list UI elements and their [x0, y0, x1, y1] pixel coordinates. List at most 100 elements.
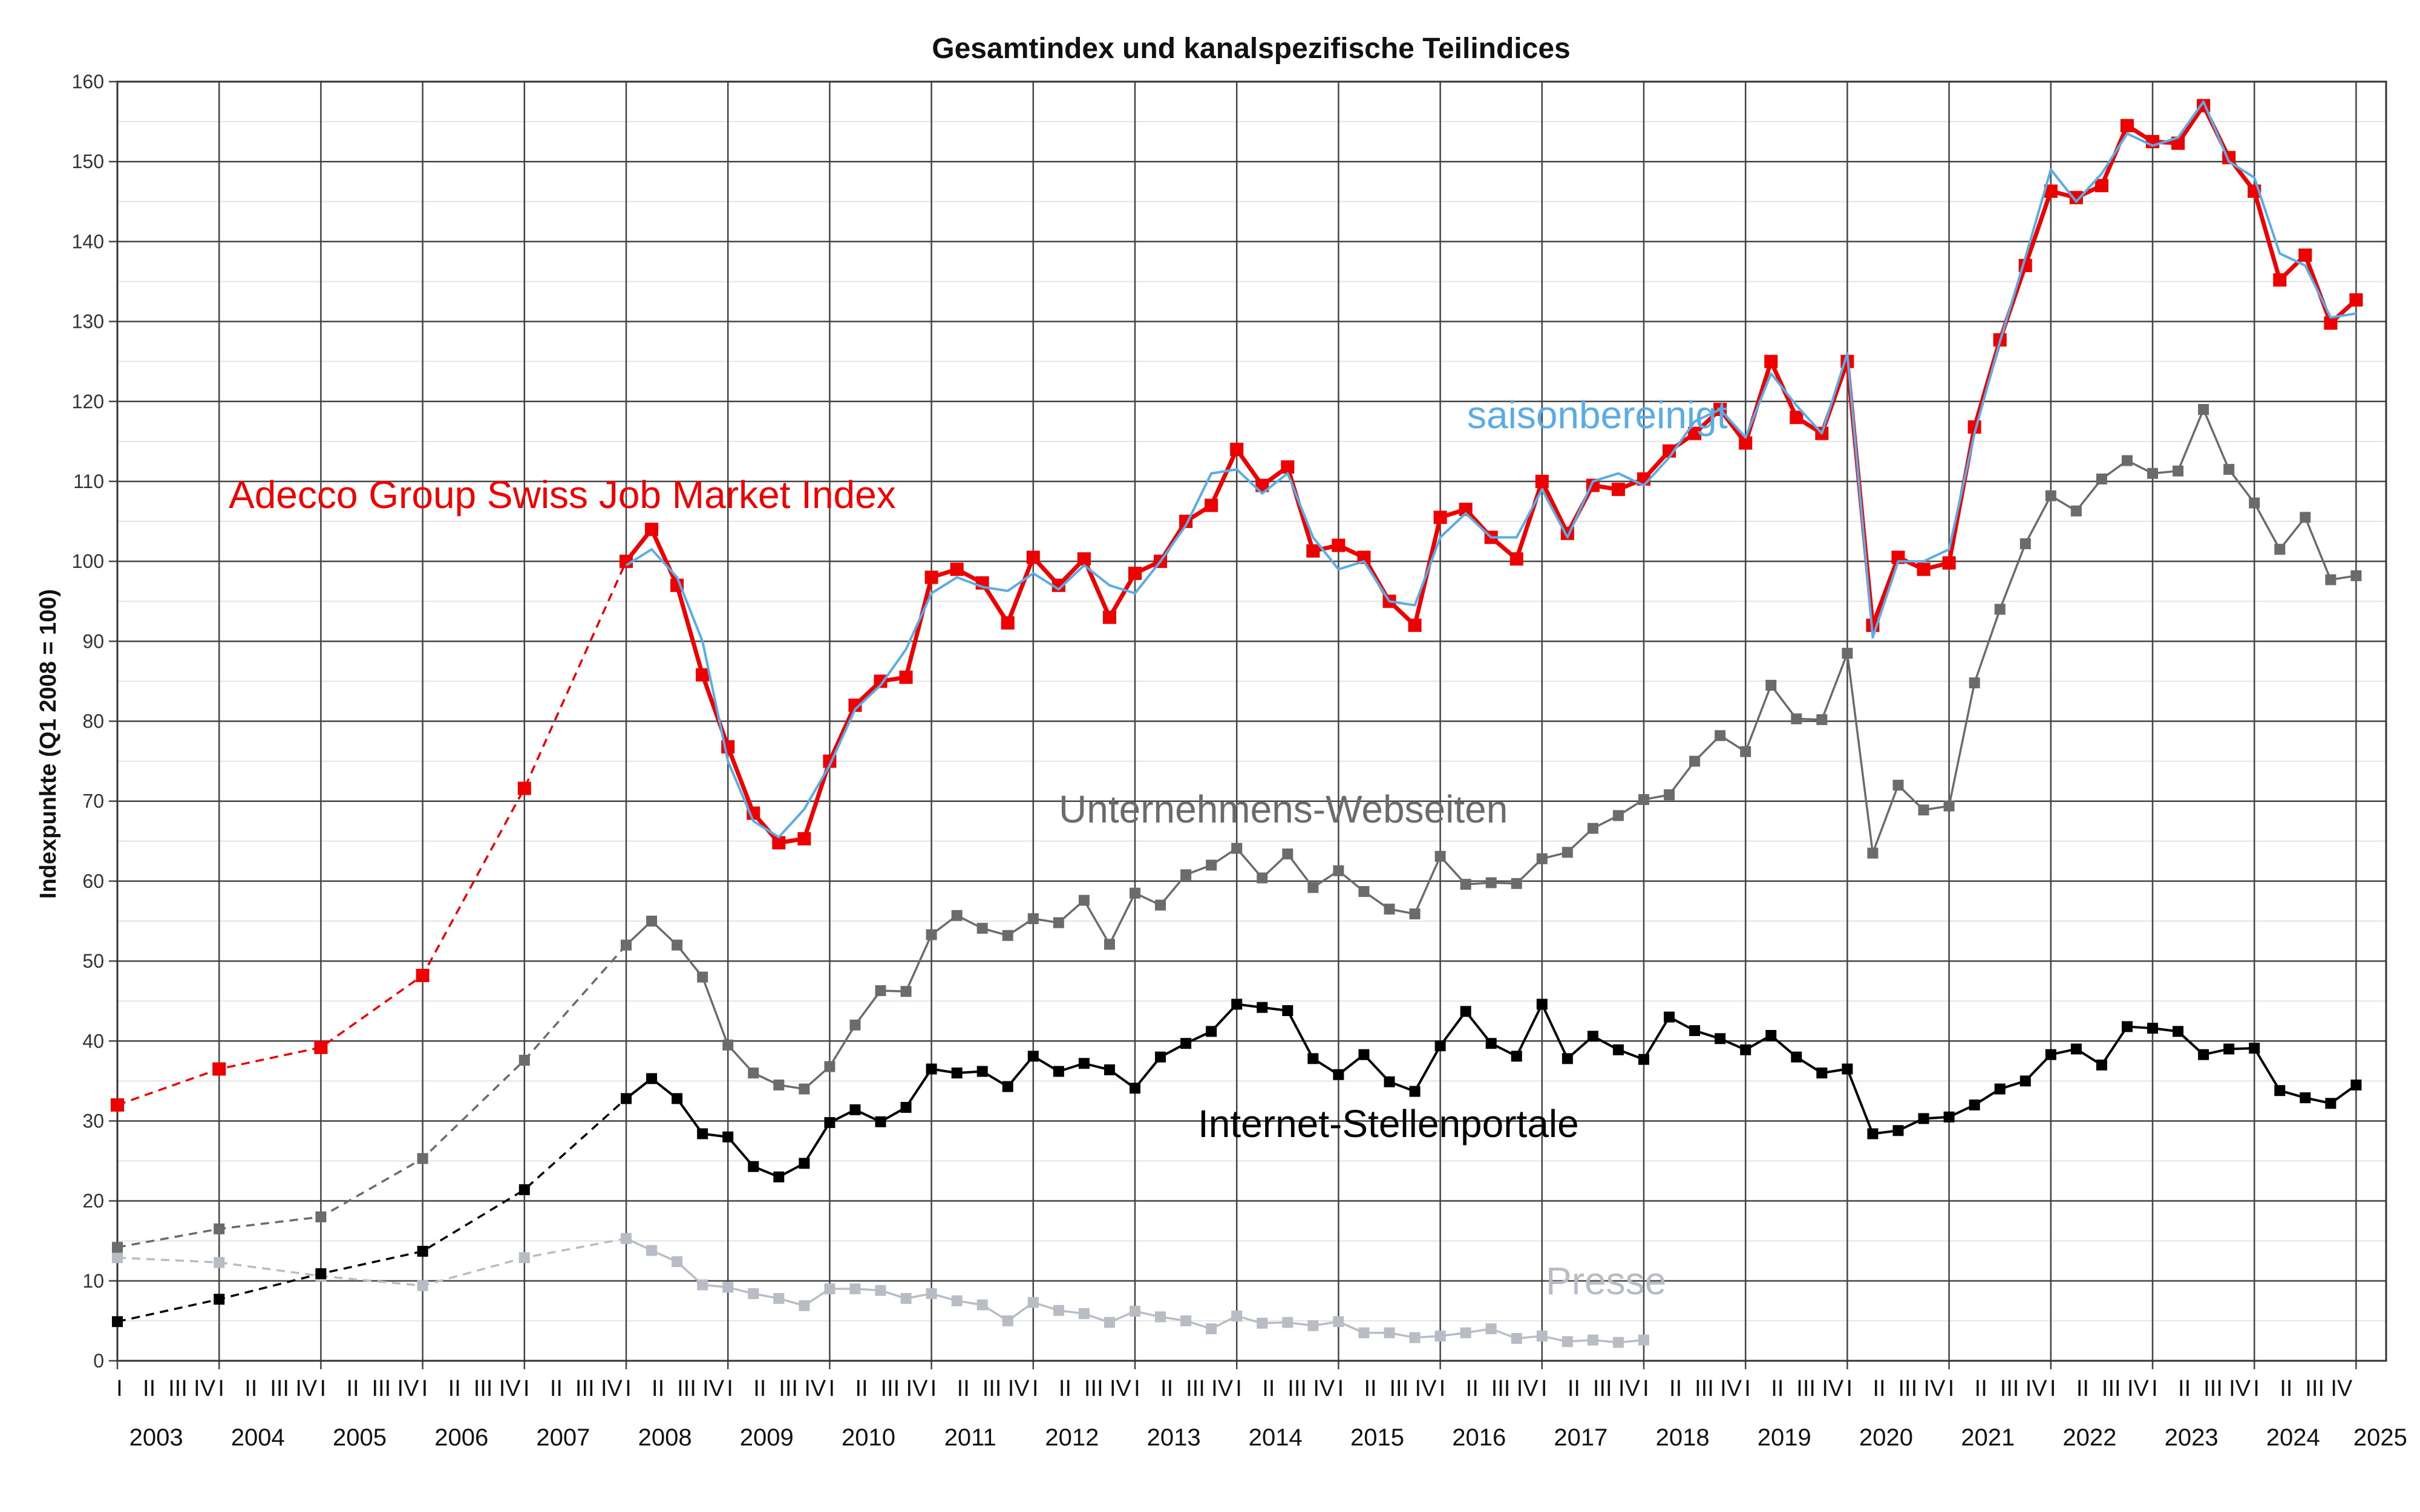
data-point — [1562, 847, 1573, 858]
y-tick-label: 10 — [82, 1270, 104, 1292]
data-point — [1102, 610, 1116, 624]
data-point — [1078, 1058, 1090, 1069]
data-point — [1790, 411, 1804, 425]
quarter-label: I — [1032, 1376, 1039, 1401]
data-point — [697, 1279, 708, 1291]
plot-frame — [116, 80, 2387, 1362]
data-point — [1918, 1113, 1929, 1124]
quarter-label: III — [1593, 1376, 1612, 1401]
data-point — [1002, 1081, 1013, 1092]
quarter-label: I — [116, 1376, 123, 1401]
data-point — [2350, 1079, 2362, 1090]
data-point — [2298, 248, 2312, 262]
data-point — [773, 1171, 785, 1182]
data-point — [2324, 316, 2338, 330]
data-point — [875, 1285, 886, 1296]
data-point — [824, 1061, 836, 1072]
data-point — [874, 674, 888, 688]
y-tick-label: 60 — [82, 870, 104, 892]
data-point — [1053, 1305, 1064, 1316]
data-point — [773, 1292, 785, 1304]
data-point — [1764, 354, 1778, 368]
data-point — [924, 570, 938, 584]
data-point — [1689, 1025, 1701, 1037]
data-point — [1485, 1323, 1497, 1335]
data-point — [2300, 512, 2311, 523]
data-point — [773, 1079, 785, 1090]
data-point — [1027, 1297, 1039, 1308]
year-label: 2016 — [1452, 1424, 1506, 1451]
quarter-label: III — [1491, 1376, 1511, 1401]
data-point — [1358, 886, 1370, 898]
data-point — [1918, 804, 1929, 816]
data-point — [2173, 1026, 2184, 1037]
data-point — [1130, 1306, 1140, 1317]
quarter-label: III — [1695, 1376, 1714, 1401]
y-tick-label: 80 — [82, 711, 104, 732]
year-label: 2017 — [1554, 1424, 1607, 1451]
quarter-label: IV — [804, 1376, 826, 1401]
data-point — [1282, 1005, 1293, 1017]
series-unternehmens-webseiten — [112, 403, 2362, 1253]
data-point — [951, 1067, 963, 1079]
data-point — [1180, 869, 1192, 881]
y-tick-label: 0 — [93, 1350, 104, 1372]
data-point — [1867, 847, 1879, 859]
data-point — [1358, 1049, 1370, 1060]
year-label: 2015 — [1350, 1424, 1404, 1451]
data-point — [1765, 1029, 1777, 1041]
quarter-label: I — [523, 1376, 530, 1401]
data-point-annual — [314, 1040, 328, 1054]
data-point-annual — [518, 1054, 530, 1066]
year-label: 2009 — [740, 1424, 794, 1451]
quarter-label: III — [779, 1376, 798, 1401]
quarter-label: III — [983, 1376, 1002, 1401]
data-point — [1434, 1331, 1446, 1342]
quarter-label: III — [677, 1376, 696, 1401]
data-point — [1587, 823, 1598, 834]
y-tick-label: 70 — [82, 790, 104, 812]
series-internet-stellenportale — [112, 999, 2362, 1328]
data-point — [1740, 746, 1751, 757]
data-point — [2198, 403, 2209, 415]
y-tick-label: 30 — [82, 1110, 104, 1132]
quarter-label: III — [2000, 1376, 2019, 1401]
data-point — [1306, 544, 1320, 558]
year-label: 2024 — [2266, 1424, 2320, 1451]
data-point — [799, 1083, 810, 1095]
data-point-annual — [518, 1252, 530, 1263]
data-point — [1791, 713, 1802, 725]
data-point — [1942, 556, 1956, 570]
quarter-label: II — [2280, 1376, 2292, 1401]
quarter-label: II — [1466, 1376, 1479, 1401]
quarter-label: III — [2102, 1376, 2121, 1401]
data-point — [621, 1093, 632, 1104]
quarter-label: III — [2203, 1376, 2223, 1401]
quarter-label: III — [1390, 1376, 1409, 1401]
year-label: 2022 — [2062, 1424, 2116, 1451]
data-point — [950, 562, 964, 576]
data-point — [748, 1161, 759, 1172]
quarter-label: I — [1948, 1376, 1955, 1401]
y-tick-label: 110 — [73, 471, 104, 492]
y-tick-label: 90 — [82, 630, 104, 652]
quarter-label: I — [2253, 1376, 2260, 1401]
data-point — [1994, 1083, 2006, 1095]
data-point-annual — [416, 968, 430, 982]
data-point — [1994, 604, 2006, 615]
data-point — [1206, 1323, 1217, 1335]
data-point — [2147, 468, 2158, 479]
data-point — [722, 1039, 734, 1051]
quarter-label: I — [1439, 1376, 1446, 1401]
y-tick-label: 150 — [72, 151, 104, 172]
data-point — [1384, 1076, 1395, 1087]
data-point — [1206, 859, 1217, 871]
data-point — [697, 1128, 708, 1139]
data-point — [1434, 850, 1446, 862]
data-point — [951, 910, 963, 921]
series-line-annual — [117, 561, 627, 1106]
data-point — [1130, 887, 1140, 899]
data-point — [1664, 1011, 1675, 1023]
quarter-label: IV — [499, 1376, 522, 1401]
data-point — [2147, 1023, 2158, 1034]
